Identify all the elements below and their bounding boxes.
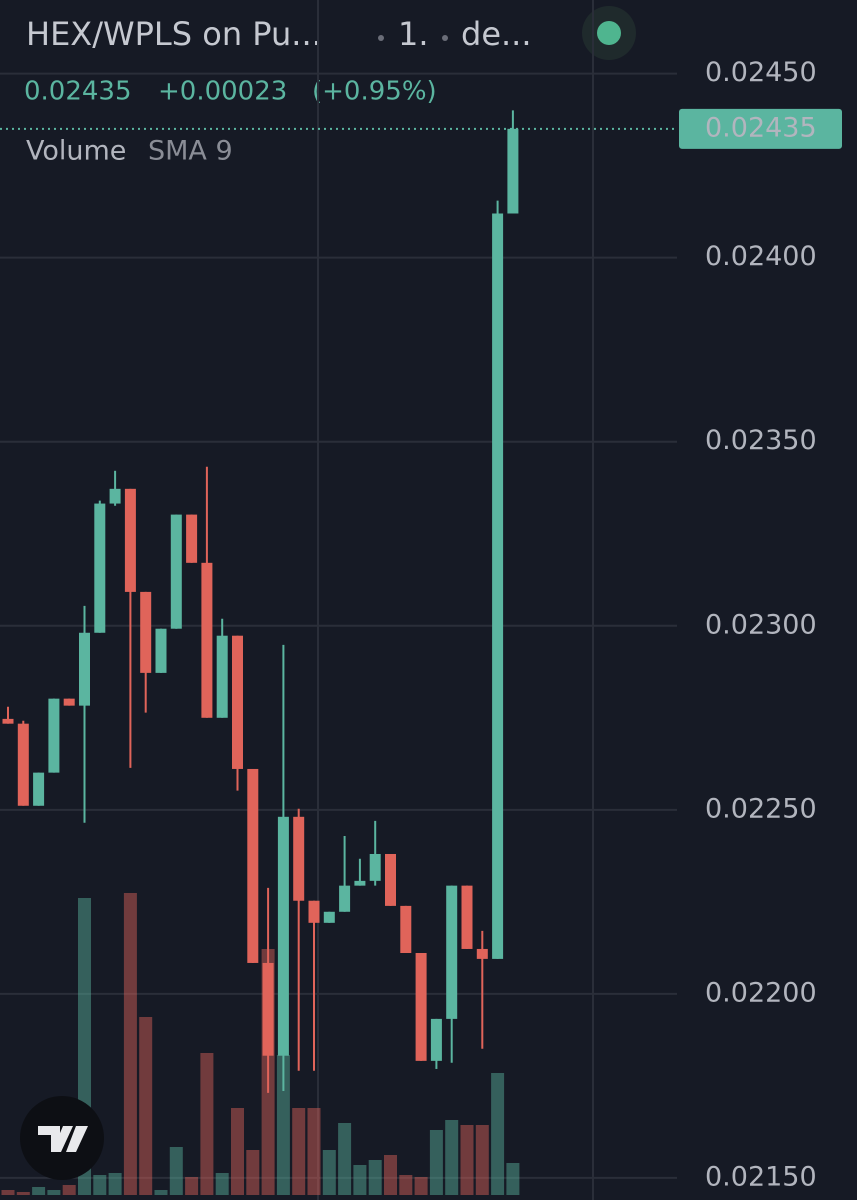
candle-body xyxy=(186,514,198,563)
y-tick-label: 0.02250 xyxy=(705,793,817,824)
candles xyxy=(0,110,677,1093)
volume-bar xyxy=(368,1160,382,1195)
candle-body xyxy=(63,698,75,706)
volume-bar xyxy=(32,1187,46,1195)
candle-body xyxy=(476,948,488,959)
volume-bar xyxy=(307,1108,321,1195)
candle-body xyxy=(140,591,152,673)
volume-bar xyxy=(460,1125,474,1195)
price-axis: 0.02450 0.02400 0.02350 0.02300 0.02250 0.022… xyxy=(679,57,842,1192)
volume-label: Volume xyxy=(26,136,126,167)
candle-body xyxy=(94,503,106,633)
y-tick-label: 0.02350 xyxy=(705,425,817,456)
candle-body xyxy=(461,885,473,949)
candle-body xyxy=(293,816,305,901)
logo-mark xyxy=(38,1126,88,1152)
volume-bar xyxy=(399,1175,413,1195)
volume-bar xyxy=(231,1108,244,1195)
candle-body xyxy=(109,488,121,504)
volume-bar xyxy=(123,893,137,1195)
y-tick-label: 0.02200 xyxy=(705,977,817,1008)
volume-bar xyxy=(384,1155,397,1195)
volume-bar xyxy=(506,1163,520,1195)
y-tick-label: 0.02400 xyxy=(705,241,817,272)
volume-bar xyxy=(47,1190,61,1195)
volume-bar xyxy=(246,1150,260,1195)
volume-bar xyxy=(154,1190,168,1195)
logo xyxy=(20,1096,104,1180)
volume-bar xyxy=(1,1190,15,1195)
candle-body xyxy=(33,772,45,806)
candle-body xyxy=(277,816,289,1056)
candle-body xyxy=(124,488,136,592)
volume-bar xyxy=(429,1130,443,1195)
grid xyxy=(0,0,677,1200)
candle-body xyxy=(354,880,366,886)
change: +0.00023 xyxy=(158,77,287,107)
volume-bar xyxy=(215,1173,229,1195)
status-dot xyxy=(597,21,621,45)
volume-bar xyxy=(93,1175,107,1195)
volume-bar xyxy=(322,1150,336,1195)
candle-body xyxy=(400,905,412,954)
last-price-label: 0.02435 xyxy=(705,112,817,143)
volume-bar xyxy=(185,1177,199,1195)
y-tick-label: 0.02150 xyxy=(705,1161,817,1192)
volume-bar xyxy=(62,1185,76,1195)
y-tick-label: 0.02450 xyxy=(705,57,817,88)
candle-body xyxy=(201,562,213,718)
candle-body xyxy=(48,698,60,773)
candle-body xyxy=(2,718,14,724)
header: HEX/WPLS on Pu... 1. de... 0.02435 +0.00… xyxy=(24,6,636,167)
separator xyxy=(442,35,448,41)
candle-body xyxy=(247,768,259,963)
candle-body xyxy=(446,885,458,1019)
candle-body xyxy=(430,1018,442,1061)
candle-body xyxy=(170,514,182,629)
candle-body xyxy=(262,962,274,1056)
candle-body xyxy=(415,953,427,1061)
candle-body xyxy=(385,853,396,906)
candle-body xyxy=(79,632,90,706)
candle-body xyxy=(308,900,320,923)
candle-body xyxy=(216,635,228,718)
y-tick-label: 0.02300 xyxy=(705,609,817,640)
volume-bar xyxy=(169,1147,183,1195)
volume-bar xyxy=(16,1192,30,1195)
exchange: de... xyxy=(461,15,532,53)
candle-body xyxy=(492,213,504,959)
volume-bar xyxy=(292,1108,306,1195)
candle-body xyxy=(339,885,351,912)
candle-body xyxy=(323,911,335,923)
candle-body xyxy=(507,128,519,214)
volume-bar xyxy=(475,1125,489,1195)
volume-bar xyxy=(276,1055,290,1195)
separator xyxy=(378,35,384,41)
volume-bar xyxy=(338,1123,352,1195)
last-price-badge xyxy=(679,108,842,149)
symbol: HEX/WPLS on Pu... xyxy=(26,15,322,53)
volume-bar xyxy=(414,1177,428,1195)
interval: 1. xyxy=(398,15,429,53)
volume-bar xyxy=(445,1120,459,1195)
candle-body xyxy=(155,628,167,673)
volume-bar xyxy=(200,1053,214,1195)
volume-bar xyxy=(491,1073,505,1195)
candle-body xyxy=(17,723,29,806)
candle-body xyxy=(232,635,243,769)
volume-bar xyxy=(353,1165,367,1195)
volume-bar xyxy=(139,1017,153,1195)
last-price: 0.02435 xyxy=(24,77,132,107)
candle-body xyxy=(369,853,381,881)
sma-label: SMA 9 xyxy=(148,136,233,167)
volume-bar xyxy=(108,1173,122,1195)
change-percent: (+0.95%) xyxy=(312,77,437,107)
